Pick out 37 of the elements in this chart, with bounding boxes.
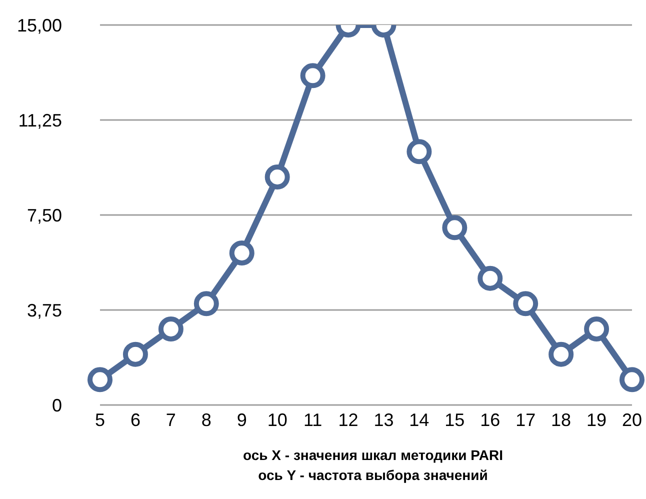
y-tick-label: 0 (52, 395, 62, 416)
x-tick-label: 5 (94, 410, 106, 430)
text: ось X - значения шкал методики PARI (242, 446, 504, 465)
x-tick-label: 17 (516, 410, 536, 430)
point (122, 342, 148, 367)
y-tick-label: 3,75 (26, 300, 62, 320)
x-tick-label: 19 (586, 410, 607, 430)
point (584, 316, 610, 342)
point (158, 316, 184, 342)
point (264, 164, 290, 190)
point (194, 291, 219, 316)
point (620, 367, 644, 392)
x-tick-label: 15 (444, 410, 465, 430)
point (300, 63, 326, 88)
point (513, 291, 538, 316)
y-tick-label: 7,50 (26, 205, 62, 226)
x-tick-label: 7 (166, 410, 176, 430)
point (229, 240, 254, 266)
point (88, 367, 112, 392)
x-tick-label: 13 (374, 410, 394, 430)
x-tick-label: 14 (409, 410, 430, 430)
x-tick-label: 9 (236, 410, 247, 430)
x-tick-label: 18 (551, 410, 572, 430)
x-tick-label: 6 (130, 410, 140, 430)
x-tick-label: 10 (267, 410, 288, 430)
point (406, 139, 432, 164)
x-tick-label: 12 (338, 410, 358, 430)
x-tick-label: 20 (622, 410, 642, 430)
x-tick-label: 8 (201, 410, 212, 430)
text: ось Y - частота выбора значений (257, 466, 489, 485)
point (548, 342, 574, 367)
x-tick-label: 11 (303, 410, 322, 430)
y-tick-label: 11,25 (18, 110, 62, 130)
y-tick-label: 15,00 (16, 15, 62, 36)
x-tick-label: 16 (480, 410, 500, 430)
point (478, 266, 503, 291)
point (442, 215, 468, 240)
